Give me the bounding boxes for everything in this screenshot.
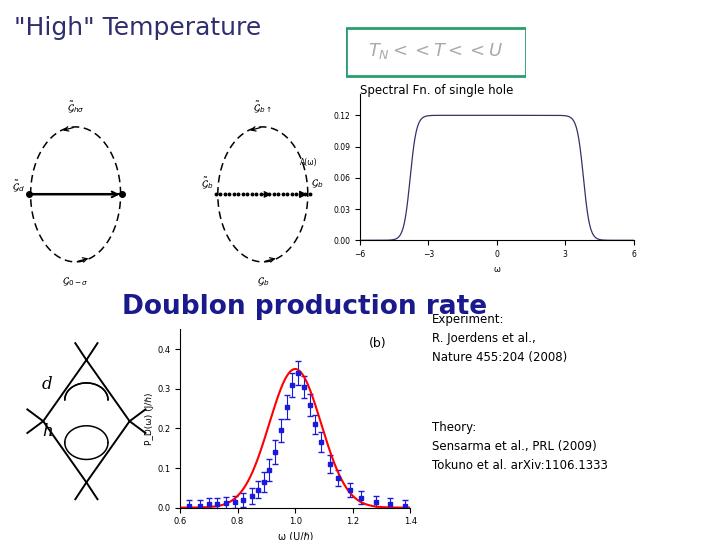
Text: Spectral Fn. of single hole: Spectral Fn. of single hole [360,84,513,97]
Text: $\mathcal{G}_b$: $\mathcal{G}_b$ [256,275,269,288]
Text: (b): (b) [369,336,387,349]
Text: $\mathcal{G}_{0-\sigma}$: $\mathcal{G}_{0-\sigma}$ [63,275,89,288]
Text: $\tilde{\mathcal{G}}_b$: $\tilde{\mathcal{G}}_b$ [201,176,213,191]
Text: Experiment:
R. Joerdens et al.,
Nature 455:204 (2008): Experiment: R. Joerdens et al., Nature 4… [432,313,567,364]
Text: $\mathcal{G}_b$: $\mathcal{G}_b$ [310,177,323,190]
Text: Doublon production rate: Doublon production rate [122,294,487,320]
Text: $\tilde{\mathcal{G}}_{b\uparrow}$: $\tilde{\mathcal{G}}_{b\uparrow}$ [253,99,272,115]
Y-axis label: P_D(ω) (J/ℏ): P_D(ω) (J/ℏ) [145,392,154,445]
Text: d: d [42,376,53,393]
X-axis label: ω (U/ℏ): ω (U/ℏ) [277,532,313,540]
Text: Theory:
Sensarma et al., PRL (2009)
Tokuno et al. arXiv:1106.1333: Theory: Sensarma et al., PRL (2009) Toku… [432,421,608,472]
Text: $T_N << T << U$: $T_N << T << U$ [368,41,503,62]
Text: $\tilde{\mathcal{G}}_{h\sigma}$: $\tilde{\mathcal{G}}_{h\sigma}$ [67,99,84,115]
Text: $\tilde{\mathcal{G}}_d$: $\tilde{\mathcal{G}}_d$ [12,179,24,194]
FancyBboxPatch shape [346,28,526,76]
Text: h: h [42,423,53,441]
X-axis label: ω: ω [493,265,500,274]
Y-axis label: A(ω): A(ω) [300,158,317,167]
Text: "High" Temperature: "High" Temperature [14,16,261,40]
